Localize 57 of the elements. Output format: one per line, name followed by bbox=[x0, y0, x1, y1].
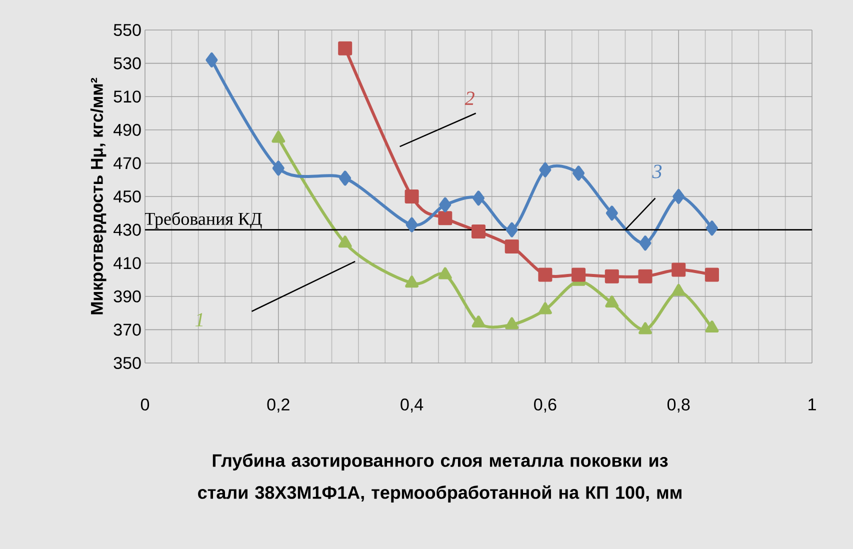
point bbox=[606, 206, 618, 221]
point bbox=[638, 269, 652, 284]
y-tick-label: 510 bbox=[114, 90, 141, 103]
point bbox=[538, 268, 552, 282]
point bbox=[572, 268, 586, 282]
point bbox=[272, 160, 284, 176]
point bbox=[472, 190, 485, 206]
point bbox=[504, 239, 519, 254]
point bbox=[639, 236, 652, 251]
series-label: 3 bbox=[652, 164, 662, 178]
y-tick-label: 350 bbox=[114, 356, 141, 370]
ref-line-label: Требования КД bbox=[144, 212, 262, 229]
text: 1 bbox=[195, 313, 203, 326]
point bbox=[672, 188, 685, 204]
text: 2 bbox=[464, 92, 474, 105]
y-tick-label: 390 bbox=[114, 290, 141, 302]
y-tick-label: 490 bbox=[114, 124, 141, 136]
point bbox=[506, 222, 518, 238]
point bbox=[439, 197, 452, 212]
y-tick-label: 370 bbox=[114, 324, 141, 336]
point bbox=[672, 284, 686, 296]
point bbox=[538, 302, 552, 314]
point bbox=[338, 41, 352, 56]
y-axis-title: Микротвердость Hμ, кгс/мм² bbox=[90, 78, 106, 314]
point bbox=[438, 267, 452, 280]
point bbox=[604, 269, 619, 284]
point bbox=[405, 276, 418, 288]
y-tick-label: 450 bbox=[114, 190, 141, 203]
point bbox=[472, 316, 486, 328]
y-tick-label: 410 bbox=[114, 257, 141, 270]
point bbox=[339, 170, 352, 186]
point bbox=[638, 322, 652, 334]
y-tick-label: 430 bbox=[114, 224, 141, 236]
y-tick-label: 470 bbox=[114, 157, 141, 170]
point bbox=[605, 296, 619, 308]
y-tick-label: 550 bbox=[114, 24, 141, 36]
point bbox=[406, 217, 418, 232]
x-tick-label: 0,6 bbox=[534, 398, 556, 413]
point bbox=[572, 166, 585, 181]
point bbox=[206, 52, 218, 68]
y-tick-label: 530 bbox=[114, 57, 141, 70]
x-tick-label: 1 bbox=[808, 398, 816, 410]
x-axis-title: Глубина азотированного слоя металла поковки из стали 38Х3М1Ф1А, термообработанной на КП 100, мм bbox=[198, 454, 682, 502]
x-tick-label: 0,2 bbox=[267, 398, 290, 413]
point bbox=[672, 262, 686, 277]
point bbox=[505, 317, 519, 330]
point bbox=[705, 320, 719, 333]
point bbox=[438, 211, 452, 226]
point bbox=[404, 189, 419, 204]
point bbox=[539, 162, 552, 178]
x-tick-label: 0 bbox=[140, 398, 150, 411]
point bbox=[706, 220, 718, 236]
point bbox=[704, 268, 719, 282]
x-tick-label: 0,8 bbox=[667, 398, 690, 413]
x-tick-label: 0,4 bbox=[400, 398, 424, 413]
point bbox=[472, 224, 486, 238]
point bbox=[338, 236, 352, 248]
